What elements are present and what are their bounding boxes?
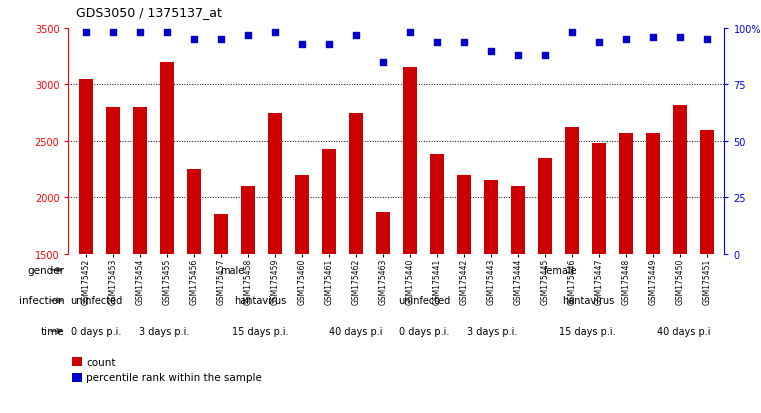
Text: uninfected: uninfected: [398, 296, 450, 306]
Text: hantavirus: hantavirus: [562, 296, 614, 306]
Bar: [565, 128, 579, 413]
Bar: [376, 212, 390, 413]
Bar: [429, 155, 444, 413]
Text: hantavirus: hantavirus: [234, 296, 286, 306]
Point: [458, 39, 470, 46]
Text: 40 days p.i: 40 days p.i: [657, 326, 710, 336]
Bar: [673, 105, 687, 413]
Bar: [78, 80, 94, 413]
Bar: [699, 130, 715, 413]
Bar: [457, 175, 471, 413]
Bar: [160, 63, 174, 413]
Bar: [645, 133, 661, 413]
Bar: [403, 68, 417, 413]
Bar: [483, 181, 498, 413]
Point: [323, 41, 335, 48]
Point: [350, 32, 362, 39]
Bar: [186, 170, 202, 413]
Point: [566, 30, 578, 37]
Point: [134, 30, 146, 37]
Point: [431, 39, 443, 46]
Point: [593, 39, 605, 46]
Text: 15 days p.i.: 15 days p.i.: [231, 326, 288, 336]
Text: male: male: [221, 265, 244, 275]
Point: [296, 41, 308, 48]
Point: [404, 30, 416, 37]
Point: [215, 37, 227, 43]
Text: gender: gender: [27, 265, 65, 275]
Point: [269, 30, 281, 37]
Bar: [214, 215, 228, 413]
Bar: [537, 158, 552, 413]
Text: 0 days p.i.: 0 days p.i.: [399, 326, 449, 336]
Point: [80, 30, 92, 37]
Point: [647, 35, 659, 41]
Text: 3 days p.i.: 3 days p.i.: [467, 326, 517, 336]
Bar: [349, 113, 364, 413]
Point: [188, 37, 200, 43]
Point: [242, 32, 254, 39]
Point: [485, 48, 497, 55]
Point: [701, 37, 713, 43]
Bar: [511, 187, 525, 413]
Point: [539, 52, 551, 59]
Point: [107, 30, 119, 37]
Point: [620, 37, 632, 43]
Text: female: female: [543, 265, 578, 275]
Text: 3 days p.i.: 3 days p.i.: [139, 326, 189, 336]
Bar: [322, 150, 336, 413]
Bar: [591, 144, 607, 413]
Bar: [619, 133, 633, 413]
Text: time: time: [41, 326, 65, 336]
Bar: [240, 187, 256, 413]
Point: [161, 30, 173, 37]
Text: infection: infection: [19, 296, 65, 306]
Text: uninfected: uninfected: [70, 296, 122, 306]
Text: count: count: [86, 357, 116, 367]
Bar: [295, 175, 310, 413]
Text: percentile rank within the sample: percentile rank within the sample: [86, 373, 262, 382]
Bar: [106, 108, 120, 413]
Text: 0 days p.i.: 0 days p.i.: [71, 326, 121, 336]
Text: 15 days p.i.: 15 days p.i.: [559, 326, 616, 336]
Point: [377, 59, 389, 66]
Point: [673, 35, 686, 41]
Bar: [268, 113, 282, 413]
Text: 40 days p.i: 40 days p.i: [329, 326, 382, 336]
Bar: [132, 108, 148, 413]
Text: GDS3050 / 1375137_at: GDS3050 / 1375137_at: [76, 6, 222, 19]
Point: [512, 52, 524, 59]
